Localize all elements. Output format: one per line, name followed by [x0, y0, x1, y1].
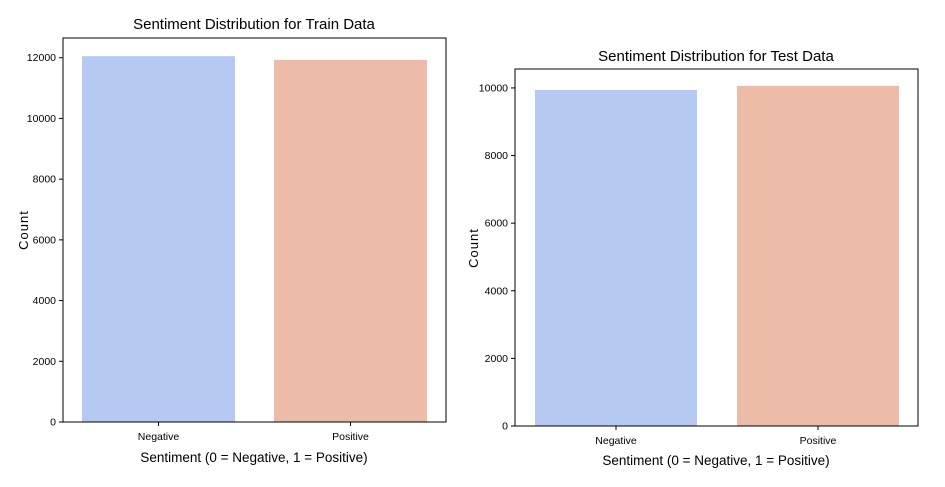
test-y-axis-label: Count	[466, 228, 481, 268]
train-x-ticks: Negative Positive	[138, 422, 369, 443]
test-x-axis-label: Sentiment (0 = Negative, 1 = Positive)	[602, 453, 829, 468]
train-bar-positive	[274, 59, 427, 422]
train-y-tick-label: 4000	[33, 295, 57, 307]
train-y-tick-label: 0	[50, 417, 56, 429]
test-y-tick-label: 4000	[485, 285, 509, 297]
test-axes-frame	[514, 68, 919, 427]
test-y-tick-label: 8000	[485, 150, 509, 162]
train-y-ticks: 0 2000 4000 6000 8000 10000 12000	[27, 52, 63, 429]
test-x-tick-label-positive: Positive	[800, 435, 837, 447]
train-bars	[82, 56, 427, 422]
train-y-tick-label: 12000	[27, 52, 56, 64]
train-y-axis-label: Count	[16, 210, 31, 250]
train-x-tick-label-positive: Positive	[332, 431, 369, 443]
train-y-tick-label: 2000	[33, 356, 57, 368]
test-x-ticks: Negative Positive	[595, 426, 837, 447]
test-y-tick-label: 0	[502, 421, 508, 433]
train-chart: Sentiment Distribution for Train Data 0 2…	[16, 16, 447, 465]
test-chart-title: Sentiment Distribution for Test Data	[598, 48, 834, 65]
test-chart: Sentiment Distribution for Test Data 0 20…	[466, 48, 919, 468]
test-y-tick-label: 2000	[485, 353, 509, 365]
train-x-tick-label-negative: Negative	[138, 431, 180, 443]
test-bar-negative	[535, 89, 697, 426]
test-bars	[535, 85, 899, 426]
train-chart-title: Sentiment Distribution for Train Data	[133, 16, 375, 33]
test-y-tick-label: 6000	[485, 218, 509, 230]
train-x-axis-label: Sentiment (0 = Negative, 1 = Positive)	[140, 450, 367, 465]
train-y-tick-label: 6000	[33, 234, 57, 246]
test-x-tick-label-negative: Negative	[595, 435, 637, 447]
test-y-tick-label: 10000	[479, 82, 508, 94]
train-bar-negative	[82, 56, 235, 422]
train-y-tick-label: 8000	[33, 174, 57, 186]
train-y-tick-label: 10000	[27, 113, 56, 125]
train-axes-frame	[62, 37, 447, 423]
test-y-ticks: 0 2000 4000 6000 8000 10000	[479, 82, 515, 433]
test-bar-positive	[737, 85, 899, 426]
